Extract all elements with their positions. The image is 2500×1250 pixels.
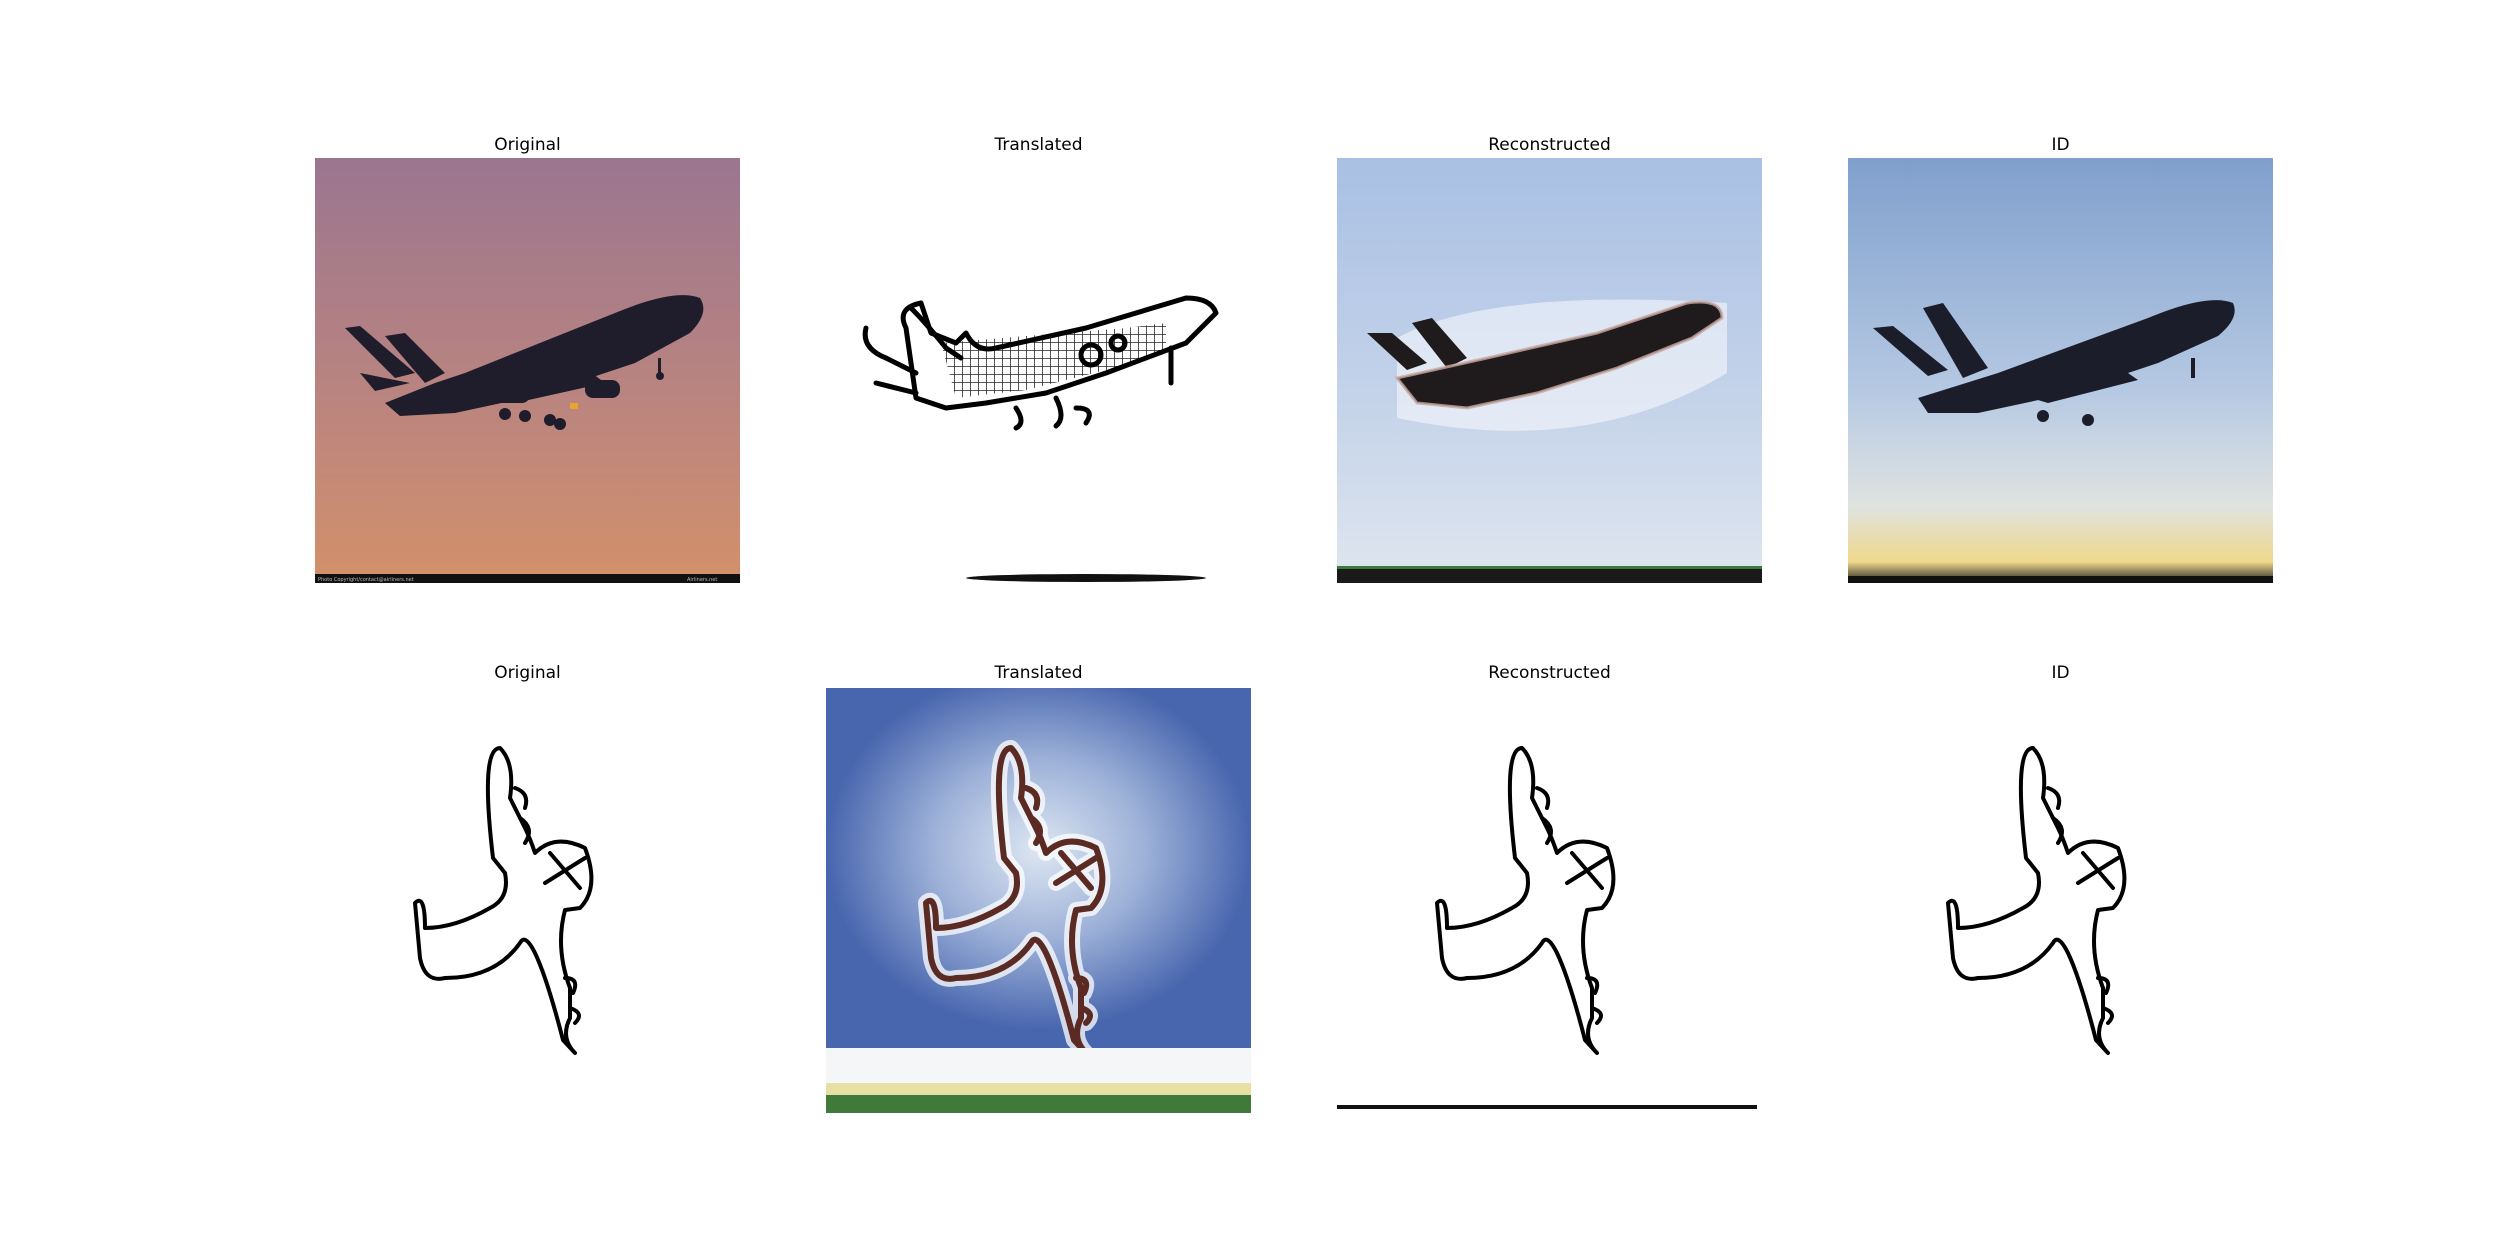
photo-credit-left: Photo Copyright/contact@airliners.net [318,577,414,583]
identity-airplane [1873,300,2235,426]
sketch-reconstructed-image [1337,688,1762,1113]
sketch-translated-image [826,688,1251,1113]
panel-title-id-1: ID [2051,135,2070,155]
panel-title-reconstructed-2: Reconstructed [1488,663,1611,683]
airplane-silhouette [345,295,704,430]
photo-credit-right: Airliners.net [687,577,717,583]
reconstructed-airplane [1367,302,1722,408]
translated-sketch-panel [826,158,1251,583]
original-sketch-panel [315,688,740,1113]
panel-title-original-2: Original [494,663,561,683]
reconstructed-photo-panel [1337,158,1762,583]
panel-title-translated-1: Translated [994,135,1083,155]
panel-title-translated-2: Translated [994,663,1083,683]
id-sketch-panel [1848,688,2273,1113]
line-sketch-image [315,688,740,1113]
panel-title-reconstructed-1: Reconstructed [1488,135,1611,155]
panel-title-original-1: Original [494,135,561,155]
panel-title-id-2: ID [2051,663,2070,683]
reconstructed-sketch-panel [1337,688,1762,1113]
id-photo-panel [1848,158,2273,583]
airplane-sketch-image [826,158,1251,583]
airplane-photo-image: Photo Copyright/contact@airliners.net Ai… [315,158,740,583]
original-photo-panel: Photo Copyright/contact@airliners.net Ai… [315,158,740,583]
sketch-identity-image [1848,688,2273,1113]
airplane-reconstructed-image [1337,158,1762,583]
translated-photo-panel [826,688,1251,1113]
airplane-identity-image [1848,158,2273,583]
